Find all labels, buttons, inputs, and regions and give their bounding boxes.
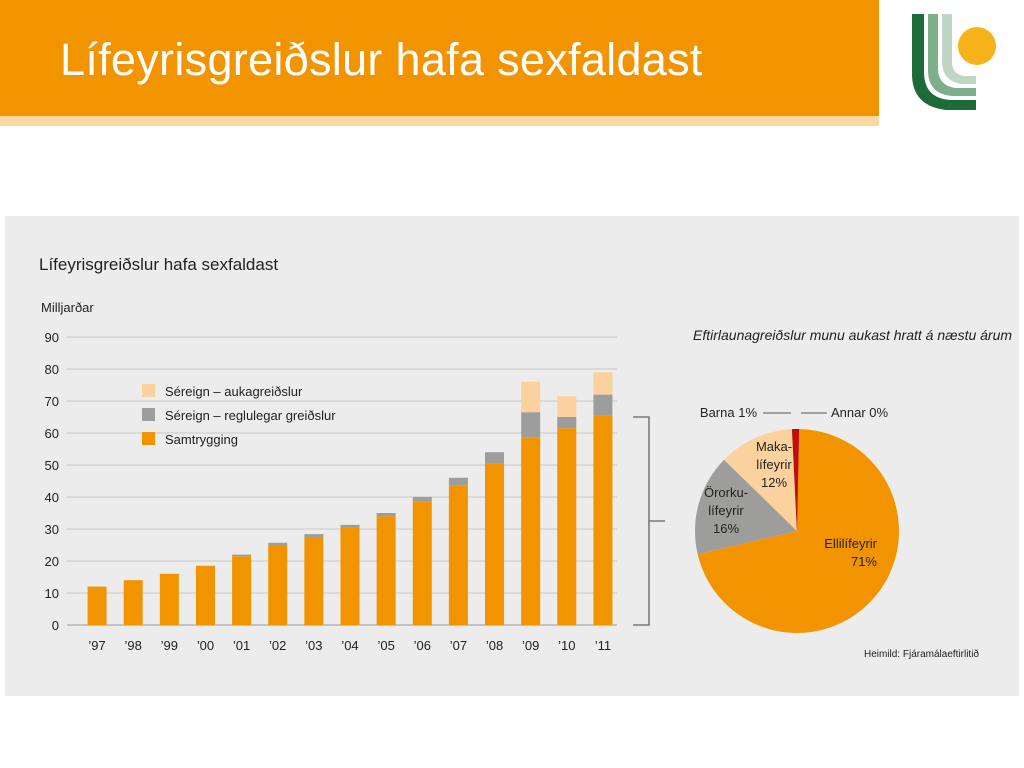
bar-segment bbox=[268, 542, 288, 545]
x-tick-label: ’09 bbox=[522, 638, 539, 653]
pie-title: Eftirlaunagreiðslur munu aukast hratt á … bbox=[693, 327, 1012, 343]
slide-title: Lífeyrisgreiðslur hafa sexfaldast bbox=[60, 34, 703, 85]
pie-label: 71% bbox=[851, 554, 877, 569]
bar-segment bbox=[268, 545, 288, 625]
legend-label: Séreign – aukagreiðslur bbox=[165, 384, 303, 399]
legend-swatch bbox=[142, 432, 155, 445]
legend: Séreign – aukagreiðslur Séreign – reglule… bbox=[142, 384, 336, 447]
bar-segment bbox=[304, 534, 324, 537]
bar-segment bbox=[485, 452, 505, 464]
x-tick-label: ’07 bbox=[450, 638, 467, 653]
bar-segment bbox=[159, 573, 179, 625]
y-tick-label: 50 bbox=[45, 458, 59, 473]
chart-canvas: Lífeyrisgreiðslur hafa sexfaldast Millja… bbox=[39, 255, 1012, 660]
bar-segment bbox=[376, 516, 396, 625]
pie-label: lífeyrir bbox=[756, 457, 792, 472]
pie-label: Örorku- bbox=[704, 485, 748, 500]
bar-segment bbox=[304, 537, 324, 625]
pie-label: 12% bbox=[761, 475, 787, 490]
bars-layer bbox=[87, 372, 613, 625]
bar-segment bbox=[593, 372, 613, 395]
pie-label: Ellilífeyrir bbox=[824, 536, 877, 551]
pie-callout-label: Barna 1% bbox=[700, 405, 758, 420]
x-tick-labels: ’97 ’98 ’99 ’00 ’01 ’02 ’03 ’04 ’05 ’06 ’07 ’08 ’09 ’… bbox=[88, 638, 611, 653]
title-banner bbox=[0, 0, 879, 116]
y-tick-label: 60 bbox=[45, 426, 59, 441]
bar-segment bbox=[340, 527, 360, 625]
legend-swatch bbox=[142, 408, 155, 421]
bar-segment bbox=[557, 396, 577, 417]
banner-stripe bbox=[0, 116, 879, 126]
x-tick-label: ’10 bbox=[558, 638, 575, 653]
x-tick-label: ’01 bbox=[233, 638, 250, 653]
pie-slice bbox=[695, 459, 797, 555]
x-tick-label: ’11 bbox=[595, 638, 611, 653]
bar-segment bbox=[232, 554, 252, 557]
bar-segment bbox=[232, 556, 252, 625]
bar-segment bbox=[521, 412, 541, 438]
bar-segment bbox=[557, 428, 577, 625]
bar-segment bbox=[593, 394, 613, 416]
y-tick-label: 70 bbox=[45, 394, 59, 409]
pie-slice bbox=[697, 429, 899, 633]
bar-segment bbox=[485, 463, 505, 625]
bar-segment bbox=[448, 485, 468, 625]
x-tick-label: ’03 bbox=[305, 638, 322, 653]
bar-segment bbox=[195, 565, 215, 625]
chart-figure: Lífeyrisgreiðslur hafa sexfaldast Millja… bbox=[5, 216, 1019, 696]
y-tick-label: 80 bbox=[45, 362, 59, 377]
pie-title-text: Eftirlaunagreiðslur munu aukast hratt á … bbox=[693, 327, 1012, 343]
y-tick-label: 0 bbox=[52, 618, 59, 633]
bar-segment bbox=[521, 437, 541, 625]
x-tick-label: ’08 bbox=[486, 638, 503, 653]
bracket bbox=[633, 416, 665, 626]
bar-segment bbox=[412, 501, 432, 625]
bar-segment bbox=[448, 477, 468, 486]
pie-slice bbox=[791, 429, 800, 531]
bar-segment bbox=[557, 417, 577, 429]
y-tick-label: 30 bbox=[45, 522, 59, 537]
bar-segment bbox=[412, 497, 432, 502]
y-axis-label: Milljarðar bbox=[41, 300, 94, 315]
x-tick-label: ’06 bbox=[414, 638, 431, 653]
x-tick-label: ’02 bbox=[269, 638, 286, 653]
x-tick-label: ’00 bbox=[197, 638, 214, 653]
pie-layer: Ellilífeyrir 71% Örorku-lífeyrir 16% Maka-lí… bbox=[695, 405, 899, 633]
company-logo bbox=[912, 14, 996, 110]
x-tick-label: ’98 bbox=[125, 638, 142, 653]
y-tick-label: 20 bbox=[45, 554, 59, 569]
x-tick-label: ’99 bbox=[161, 638, 178, 653]
source-note: Heimild: Fjáramálaeftirlitið bbox=[864, 648, 979, 660]
bar-segment bbox=[123, 580, 143, 625]
y-tick-label: 10 bbox=[45, 586, 59, 601]
legend-label: Séreign – reglulegar greiðslur bbox=[165, 408, 336, 423]
bar-segment bbox=[521, 381, 541, 413]
pie-callout-label: Annar 0% bbox=[831, 405, 889, 420]
chart-title: Lífeyrisgreiðslur hafa sexfaldast bbox=[39, 255, 278, 274]
y-tick-label: 40 bbox=[45, 490, 59, 505]
bar-segment bbox=[340, 524, 360, 528]
x-tick-label: ’05 bbox=[377, 638, 394, 653]
pie-label: 16% bbox=[713, 521, 739, 536]
legend-label: Samtrygging bbox=[165, 432, 238, 447]
y-tick-label: 90 bbox=[45, 330, 59, 345]
bar-segment bbox=[593, 415, 613, 625]
pie-label: lífeyrir bbox=[708, 503, 744, 518]
legend-swatch bbox=[142, 384, 155, 397]
bar-segment bbox=[87, 586, 107, 625]
x-tick-label: ’04 bbox=[341, 638, 358, 653]
pie-label: Maka- bbox=[756, 439, 792, 454]
pie-slice bbox=[724, 429, 797, 531]
bar-segment bbox=[376, 513, 396, 517]
x-tick-label: ’97 bbox=[88, 638, 105, 653]
